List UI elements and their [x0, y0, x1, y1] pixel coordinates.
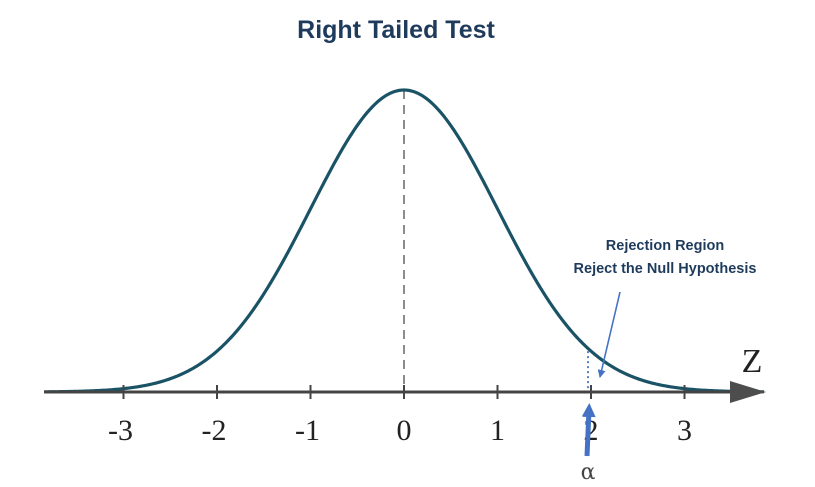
alpha-arrow — [581, 403, 596, 457]
normal-distribution-curve — [44, 88, 764, 394]
axis-tick-label: -2 — [202, 414, 227, 447]
axis-tick-label: -1 — [295, 414, 320, 447]
rejection-region-pointer — [597, 291, 621, 378]
alpha-label: α — [581, 460, 596, 485]
axis-ticks — [122, 385, 686, 399]
axis-tick-label: 0 — [397, 414, 412, 447]
z-axis-label: Z — [742, 343, 763, 380]
rejection-region-label: Rejection Region — [606, 238, 724, 254]
axis-tick-label: 1 — [490, 414, 505, 447]
z-axis-arrowhead — [730, 381, 766, 403]
axis-tick-label: -3 — [108, 414, 133, 447]
reject-null-label: Reject the Null Hypothesis — [574, 261, 757, 277]
axis-tick-label: 3 — [677, 414, 692, 447]
diagram-title: Right Tailed Test — [297, 16, 495, 44]
axis-tick-labels: -3 -2 -1 0 1 2 3 — [108, 414, 692, 447]
